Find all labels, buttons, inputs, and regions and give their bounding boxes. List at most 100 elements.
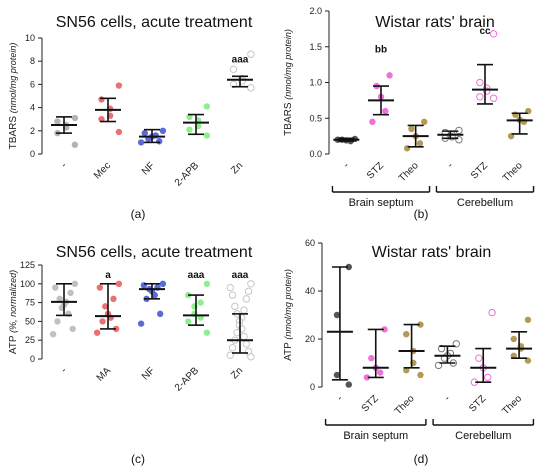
y-axis-label-main: ATP xyxy=(8,333,19,354)
data-point xyxy=(376,369,384,376)
significance-label: a xyxy=(105,270,111,281)
x-tick-label: Theo xyxy=(500,393,524,417)
data-point xyxy=(228,291,237,299)
y-axis-label-unit: (nmol/mg protein) xyxy=(283,29,293,100)
data-point xyxy=(159,280,167,287)
significance-label: aaa xyxy=(188,270,205,281)
y-tick-label: 0 xyxy=(30,149,35,159)
y-tick-label: 6 xyxy=(30,79,35,89)
data-point xyxy=(203,132,211,139)
data-point xyxy=(403,145,411,152)
data-point xyxy=(226,351,234,359)
x-tick-label: STZ xyxy=(469,160,490,181)
significance-label: aaa xyxy=(232,54,249,65)
data-point xyxy=(489,94,498,102)
chart-title: Wistar rats' brain xyxy=(372,244,492,261)
data-point xyxy=(240,306,248,314)
x-tick-label: 2-APB xyxy=(173,365,201,393)
x-tick-label: MA xyxy=(95,365,114,384)
data-point xyxy=(96,284,104,291)
x-tick-label: Theo xyxy=(501,160,525,184)
data-point xyxy=(151,291,158,299)
y-axis-label-unit: (nmol/mg protein) xyxy=(283,269,293,340)
chart-title: Wistar rats' brain xyxy=(375,14,495,31)
x-tick-label: - xyxy=(341,160,351,170)
data-point xyxy=(49,330,57,338)
y-tick-label: 2 xyxy=(30,126,35,136)
data-point xyxy=(247,50,255,58)
y-tick-label: 20 xyxy=(305,334,315,344)
data-point xyxy=(247,280,255,288)
significance-label: aaa xyxy=(232,270,249,281)
data-point xyxy=(476,78,484,87)
y-tick-label: 0 xyxy=(310,382,315,392)
data-point xyxy=(71,141,79,148)
panel-b: Wistar rats' brain 0.0 0.5 1.0 1.5 2.0 TBARS (… xyxy=(283,6,535,221)
data-point xyxy=(99,318,106,325)
data-point xyxy=(333,311,341,319)
group-label: Brain septum xyxy=(343,430,408,442)
data-point xyxy=(203,280,211,287)
data-point xyxy=(137,320,145,327)
data-point xyxy=(386,72,393,79)
data-point xyxy=(112,325,120,333)
y-axis-label-unit: (nmol/mg protein) xyxy=(8,43,18,114)
data-point xyxy=(524,316,532,323)
data-point xyxy=(333,371,341,379)
data-point xyxy=(71,114,79,122)
y-axis-label: TBARS (nmol/mg protein) xyxy=(283,29,294,136)
data-point xyxy=(137,139,145,146)
data-point xyxy=(381,326,388,333)
data-point xyxy=(524,357,532,364)
data-point xyxy=(240,332,248,341)
data-point xyxy=(489,30,498,38)
data-point xyxy=(247,353,255,361)
data-point xyxy=(186,126,193,133)
y-tick-label: 0.0 xyxy=(309,149,322,159)
y-tick-label: 40 xyxy=(305,286,315,296)
data-point xyxy=(56,295,63,303)
x-tick-label: 2-APB xyxy=(173,160,201,188)
panel-label: (b) xyxy=(414,207,429,221)
data-point xyxy=(416,140,424,147)
data-point xyxy=(345,381,352,388)
panel-a: SN56 cells, acute treatment 0 2 4 6 8 10 TBARS … xyxy=(8,14,255,221)
data-point xyxy=(369,118,376,126)
data-point xyxy=(247,84,255,92)
data-point xyxy=(98,96,105,103)
data-point xyxy=(368,355,375,362)
y-tick-label: 50 xyxy=(25,316,35,326)
panel-label: (c) xyxy=(131,452,145,466)
data-point xyxy=(115,280,123,287)
y-axis-label: ATP (nmol/mg protein) xyxy=(283,269,294,361)
data-point xyxy=(141,129,148,137)
chart-title: SN56 cells, acute treatment xyxy=(56,244,253,261)
y-tick-label: 0 xyxy=(30,354,35,364)
data-point xyxy=(488,308,496,317)
data-point xyxy=(244,287,253,296)
data-point xyxy=(242,295,251,303)
data-point xyxy=(229,65,238,74)
data-point xyxy=(483,373,492,382)
panel-label: (a) xyxy=(131,207,146,221)
data-point xyxy=(510,335,517,343)
panel-label: (d) xyxy=(414,452,429,466)
data-point xyxy=(417,321,424,328)
data-point xyxy=(475,354,483,362)
data-point xyxy=(52,284,59,291)
group-label: Cerebellum xyxy=(455,430,511,442)
y-axis-label-main: TBARS xyxy=(283,100,294,136)
x-tick-label: STZ xyxy=(360,393,381,414)
data-point xyxy=(54,118,61,125)
y-tick-label: 1.0 xyxy=(309,78,322,88)
data-point xyxy=(115,128,123,136)
data-point xyxy=(512,111,519,118)
data-point xyxy=(102,303,109,310)
x-tick-label: Zn xyxy=(229,365,245,381)
data-point xyxy=(242,340,251,348)
data-point xyxy=(231,302,239,311)
group-label: Cerebellum xyxy=(457,197,513,209)
y-tick-label: 100 xyxy=(20,279,35,289)
data-point xyxy=(421,118,428,126)
